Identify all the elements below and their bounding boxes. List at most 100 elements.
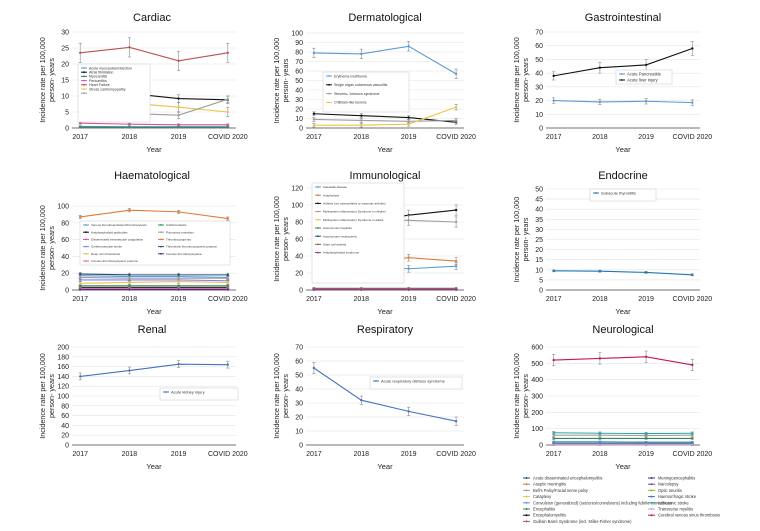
legend-marker bbox=[83, 92, 85, 95]
y-tick-label: 80 bbox=[295, 220, 303, 227]
data-point bbox=[691, 101, 694, 104]
legend-marker bbox=[328, 101, 330, 104]
series-line bbox=[80, 276, 228, 279]
data-point bbox=[691, 443, 694, 447]
y-tick-label: 500 bbox=[531, 361, 543, 368]
series-line bbox=[80, 273, 228, 276]
x-tick-label: 2019 bbox=[401, 296, 417, 303]
legend-label: Autoimmune neutropenia bbox=[323, 234, 357, 238]
legend-label: Anaphylaxis bbox=[323, 193, 340, 197]
legend-marker bbox=[83, 71, 85, 74]
legend-label: Heart Failure bbox=[89, 83, 110, 87]
data-point bbox=[312, 123, 316, 127]
y-tick-label: 40 bbox=[295, 387, 303, 394]
data-point bbox=[552, 74, 555, 78]
data-point bbox=[691, 363, 694, 367]
y-tick-label: 0 bbox=[65, 126, 69, 133]
data-point bbox=[312, 112, 316, 115]
x-tick-label: 2019 bbox=[638, 451, 654, 458]
legend-marker bbox=[160, 238, 162, 241]
data-point bbox=[360, 52, 363, 56]
data-point bbox=[79, 51, 82, 54]
legend-marker bbox=[525, 508, 528, 510]
y-tick-label: 20 bbox=[61, 433, 69, 440]
series-heart-failure bbox=[78, 37, 230, 71]
x-tick-label: 2017 bbox=[72, 296, 88, 303]
y-tick-label: 100 bbox=[57, 394, 69, 401]
legend-marker bbox=[328, 83, 330, 86]
legend-marker bbox=[595, 192, 597, 194]
data-point bbox=[454, 259, 458, 263]
data-point bbox=[128, 369, 131, 372]
data-point bbox=[691, 47, 694, 50]
x-tick-label: 2019 bbox=[171, 134, 187, 141]
x-tick-label: COVID 2020 bbox=[208, 296, 248, 303]
y-tick-label: 100 bbox=[291, 31, 303, 38]
series-acute-liver-injury bbox=[552, 41, 694, 81]
y-tick-label: 25 bbox=[61, 46, 69, 53]
legend: Venous thromboembolism/thrombocytosis Ant… bbox=[79, 220, 231, 266]
y-tick-label: 20 bbox=[295, 107, 303, 114]
legend-label: Acute kidney injury bbox=[171, 389, 205, 394]
y-tick-label: 60 bbox=[295, 69, 303, 76]
y-tick-label: 100 bbox=[531, 426, 543, 433]
x-tick-label: 2018 bbox=[592, 451, 608, 458]
data-point bbox=[79, 272, 82, 276]
data-point bbox=[407, 123, 410, 126]
y-tick-label: 10 bbox=[535, 112, 543, 119]
chart-panel-cardiac: Cardiac 0 5 10 15 20 25 30 2017 2018 2019 COVID 202… bbox=[38, 12, 248, 154]
chart-panel-haematological: Haematological 0 20 40 60 80 100 2017 2018 2019 CO… bbox=[38, 170, 248, 316]
chart-panel-renal: Renal 0 20 40 60 80 100 120 140 160 180 200 2017 2018… bbox=[38, 324, 248, 471]
data-point bbox=[128, 126, 131, 129]
legend-box bbox=[322, 71, 410, 113]
y-tick-label: 40 bbox=[295, 88, 303, 95]
legend-label: Autoimmune hepatitis bbox=[323, 226, 352, 230]
legend-marker bbox=[375, 380, 377, 382]
data-point bbox=[598, 432, 602, 435]
legend-marker bbox=[525, 495, 528, 498]
legend-label: Meningoencephalitis bbox=[658, 476, 695, 481]
legend-label: Thrombocytopenia bbox=[166, 237, 191, 241]
y-tick-label: 0 bbox=[539, 288, 543, 295]
series-line bbox=[553, 432, 693, 435]
legend-label: Deep vein thrombosis bbox=[91, 252, 121, 256]
y-tick-label: 15 bbox=[61, 78, 69, 85]
y-tick-label: 600 bbox=[531, 345, 543, 352]
legend-label: Acute liver injury bbox=[627, 77, 659, 82]
legend-marker bbox=[317, 218, 319, 221]
y-axis-title-line2: person- years bbox=[47, 374, 56, 418]
series-transverse-myelitis bbox=[552, 443, 694, 447]
legend-marker bbox=[650, 483, 653, 486]
legend-marker bbox=[525, 514, 528, 517]
series-line bbox=[80, 209, 228, 220]
data-point bbox=[407, 219, 410, 222]
y-tick-label: 0 bbox=[299, 126, 303, 133]
legend-marker bbox=[621, 79, 623, 81]
x-axis-title: Year bbox=[615, 145, 631, 154]
x-tick-label: COVID 2020 bbox=[436, 296, 476, 303]
data-point bbox=[598, 357, 602, 360]
series-subacute-thyroiditis bbox=[552, 269, 694, 277]
data-point bbox=[644, 63, 648, 67]
y-axis-title-line1: Incidence rate per 100,000 bbox=[38, 205, 47, 291]
legend-label: Venous thromboembolism/thrombocytosis bbox=[91, 223, 147, 227]
series-line bbox=[80, 46, 228, 62]
y-tick-label: 60 bbox=[61, 413, 69, 420]
y-tick-label: 60 bbox=[535, 43, 543, 50]
x-axis-title: Year bbox=[377, 145, 393, 154]
x-tick-label: COVID 2020 bbox=[208, 451, 248, 458]
data-point bbox=[598, 66, 602, 69]
data-point bbox=[644, 271, 648, 274]
legend-label: Antithrombotics bbox=[166, 223, 187, 227]
legend-marker bbox=[83, 67, 85, 69]
x-tick-label: 2018 bbox=[122, 134, 138, 141]
data-point bbox=[177, 284, 180, 287]
data-point bbox=[226, 123, 229, 127]
y-tick-label: 180 bbox=[57, 354, 69, 361]
legend-label: Convulsion (generalized) (seizures/convu… bbox=[533, 500, 672, 505]
legend-marker bbox=[85, 245, 87, 248]
legend-box bbox=[615, 69, 673, 85]
data-point bbox=[177, 126, 180, 129]
legend-label: Multisystem inflammatory Syndrome in adu… bbox=[323, 218, 384, 222]
